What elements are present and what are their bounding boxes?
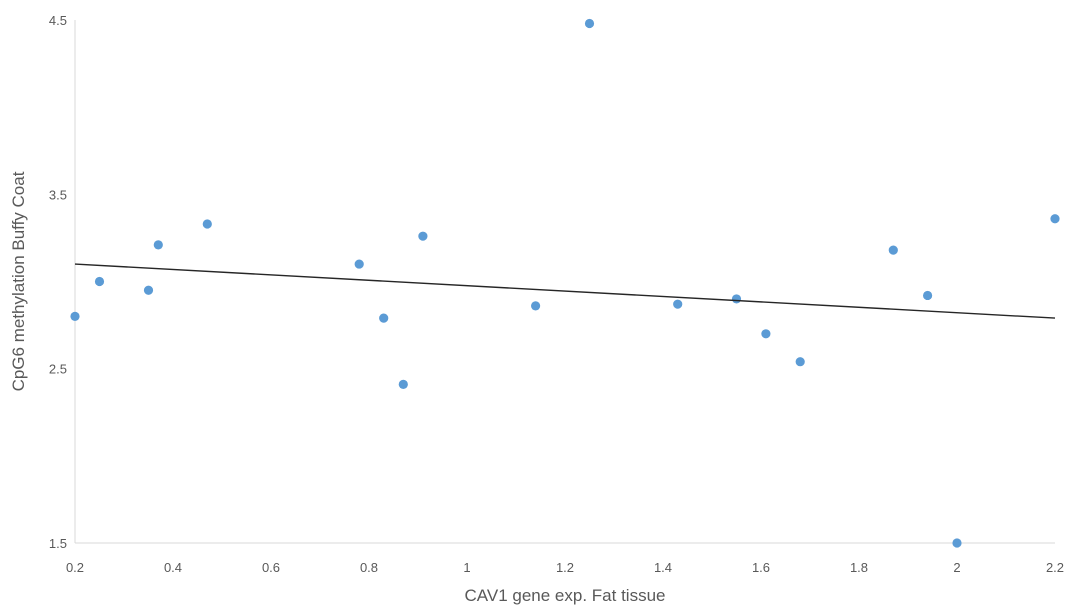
x-tick-label: 1.8 [850, 560, 868, 575]
data-point [673, 299, 683, 309]
data-point [731, 294, 742, 304]
axes [74, 20, 1055, 544]
data-point [1050, 214, 1060, 224]
data-point [398, 379, 408, 389]
y-axis-title: CpG6 methylation Buffy Coat [9, 171, 28, 391]
data-points [70, 18, 1060, 548]
data-point [923, 290, 933, 301]
trendline [74, 263, 1056, 319]
data-point [70, 311, 80, 321]
x-axis-title: CAV1 gene exp. Fat tissue [465, 586, 666, 605]
data-point [952, 538, 962, 548]
x-tick-label: 1 [463, 560, 470, 575]
x-tick-label: 0.2 [66, 560, 84, 575]
data-point [94, 276, 105, 287]
y-tick-label: 4.5 [49, 13, 67, 28]
x-tick-label: 1.6 [752, 560, 770, 575]
x-tick-label: 2 [953, 560, 960, 575]
data-point [418, 231, 428, 241]
y-tick-label: 2.5 [49, 362, 67, 377]
y-tick-labels: 1.5 2.5 3.5 4.5 [49, 13, 67, 551]
y-tick-label: 3.5 [49, 187, 67, 202]
x-tick-label: 0.6 [262, 560, 280, 575]
data-point [153, 240, 163, 250]
y-tick-label: 1.5 [49, 536, 67, 551]
data-point [888, 245, 898, 255]
x-tick-label: 0.4 [164, 560, 182, 575]
data-point [584, 18, 595, 29]
x-tick-labels: 0.2 0.4 0.6 0.8 1 1.2 1.4 1.6 1.8 2 2.2 [66, 560, 1064, 575]
x-tick-label: 2.2 [1046, 560, 1064, 575]
data-point [761, 329, 771, 339]
data-point [354, 259, 364, 269]
x-tick-label: 0.8 [360, 560, 378, 575]
x-tick-label: 1.4 [654, 560, 672, 575]
data-point [202, 219, 212, 229]
x-tick-label: 1.2 [556, 560, 574, 575]
data-point [143, 285, 154, 295]
data-point [795, 357, 805, 367]
data-point [531, 301, 541, 311]
data-point [379, 313, 389, 323]
